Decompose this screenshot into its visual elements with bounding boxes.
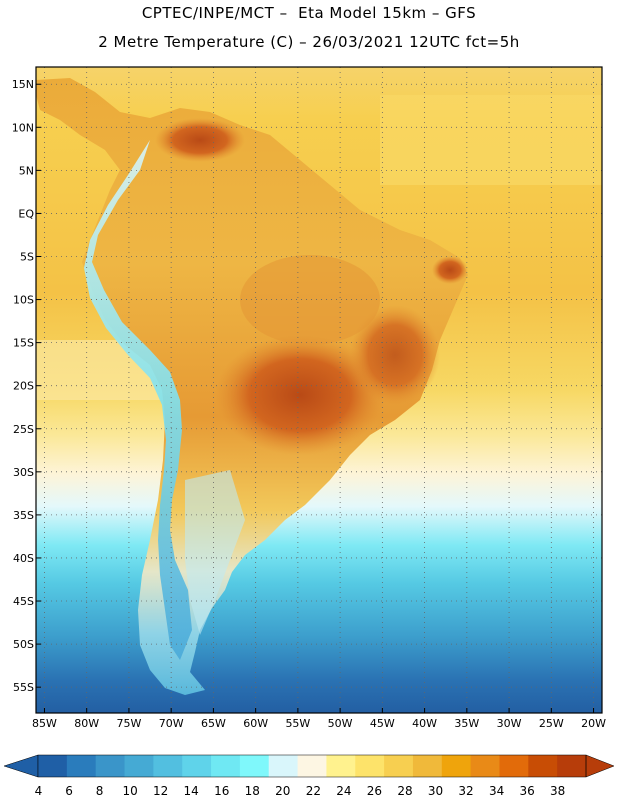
lat-label: 25S bbox=[13, 423, 34, 436]
patagonia-cool bbox=[185, 470, 245, 635]
colorbar-label: 8 bbox=[96, 784, 104, 798]
colorbar-swatch bbox=[441, 755, 472, 777]
hot-region-center bbox=[215, 335, 385, 455]
colorbar-swatch bbox=[153, 755, 183, 777]
lon-label: 80W bbox=[74, 717, 99, 730]
title-line-2: 2 Metre Temperature (C) – 26/03/2021 12U… bbox=[98, 33, 520, 51]
lat-label: 5N bbox=[19, 164, 34, 177]
hot-region-ne bbox=[432, 256, 468, 284]
colorbar-label: 24 bbox=[336, 784, 351, 798]
colorbar-swatch bbox=[384, 755, 414, 777]
colorbar-swatch bbox=[211, 755, 241, 777]
lon-label: 85W bbox=[32, 717, 57, 730]
lon-label: 65W bbox=[201, 717, 226, 730]
lat-label: 10N bbox=[12, 121, 34, 134]
andes-cold-strip bbox=[84, 140, 192, 660]
colorbar-label: 16 bbox=[214, 784, 229, 798]
longitude-labels: 85W 80W 75W 70W 65W 60W 55W 50W 45W 40W 35W 30W 25W 2… bbox=[32, 708, 606, 730]
lat-label: 50S bbox=[13, 638, 34, 651]
lon-label: 45W bbox=[370, 717, 395, 730]
colorbar-label: 12 bbox=[153, 784, 168, 798]
hot-region-north bbox=[155, 118, 245, 162]
colorbar-label: 6 bbox=[65, 784, 73, 798]
latitude-labels: 15N 10N 5N EQ 5S 10S 15S 20S 25S 30S 35S 40S 45S 50S 5… bbox=[12, 78, 41, 694]
colorbar-label: 18 bbox=[245, 784, 260, 798]
warm-region-amazon bbox=[240, 255, 380, 345]
lat-label: 30S bbox=[13, 466, 34, 479]
colorbar-label: 22 bbox=[306, 784, 321, 798]
colorbar-label: 14 bbox=[184, 784, 199, 798]
hot-region-east bbox=[350, 305, 440, 405]
lat-label: 45S bbox=[13, 595, 34, 608]
colorbar-swatch bbox=[66, 755, 97, 777]
colorbar-label: 32 bbox=[458, 784, 473, 798]
lon-label: 20W bbox=[581, 717, 606, 730]
lat-label: 5S bbox=[20, 250, 34, 263]
colorbar-right-arrow bbox=[585, 754, 615, 778]
colorbar-label: 4 bbox=[35, 784, 43, 798]
colorbar-label: 34 bbox=[489, 784, 504, 798]
colorbar-swatch bbox=[557, 755, 587, 777]
map-frame bbox=[35, 66, 603, 714]
colorbar-label: 20 bbox=[275, 784, 290, 798]
colorbar-swatch bbox=[268, 755, 299, 777]
colorbar-swatch bbox=[182, 755, 212, 777]
colorbar-swatch bbox=[38, 755, 68, 777]
lon-label: 40W bbox=[412, 717, 437, 730]
lon-label: 60W bbox=[243, 717, 268, 730]
lon-label: 75W bbox=[116, 717, 141, 730]
lat-label: 40S bbox=[13, 552, 34, 565]
lon-label: 50W bbox=[328, 717, 353, 730]
colorbar-left-arrow bbox=[3, 754, 39, 778]
colorbar-swatch bbox=[239, 755, 270, 777]
lat-label: 10S bbox=[13, 294, 34, 307]
lon-label: 70W bbox=[159, 717, 184, 730]
colorbar-swatch bbox=[95, 755, 126, 777]
colorbar-label: 36 bbox=[519, 784, 534, 798]
colorbar-swatch bbox=[499, 755, 529, 777]
colorbar-swatch bbox=[326, 755, 356, 777]
lon-label: 35W bbox=[454, 717, 479, 730]
colorbar-label: 10 bbox=[122, 784, 137, 798]
lat-label: 20S bbox=[13, 380, 34, 393]
colorbar-label: 30 bbox=[428, 784, 443, 798]
lat-label: 35S bbox=[13, 509, 34, 522]
lat-label: 15S bbox=[13, 337, 34, 350]
colorbar-swatch bbox=[412, 755, 443, 777]
colorbar-label: 26 bbox=[367, 784, 382, 798]
lat-label: 55S bbox=[13, 681, 34, 694]
colorbar-swatch bbox=[355, 755, 385, 777]
colorbar-swatch bbox=[470, 755, 500, 777]
lat-label: EQ bbox=[18, 207, 34, 220]
colorbar-swatch bbox=[528, 755, 558, 777]
title-line-1: CPTEC/INPE/MCT – Eta Model 15km – GFS bbox=[141, 4, 477, 22]
ocean-warm-band bbox=[380, 95, 602, 185]
colorbar-outline bbox=[37, 754, 587, 778]
colorbar: 4 6 8 10 12 14 16 18 20 22 24 26 28 30 32 34 36 38 bbox=[3, 754, 615, 798]
colorbar-label: 28 bbox=[397, 784, 412, 798]
lon-label: 55W bbox=[285, 717, 310, 730]
colorbar-swatch bbox=[297, 755, 327, 777]
colorbar-swatch bbox=[124, 755, 154, 777]
colorbar-label: 38 bbox=[550, 784, 565, 798]
lon-label: 30W bbox=[497, 717, 522, 730]
lon-label: 25W bbox=[539, 717, 564, 730]
lat-label: 15N bbox=[12, 78, 34, 91]
